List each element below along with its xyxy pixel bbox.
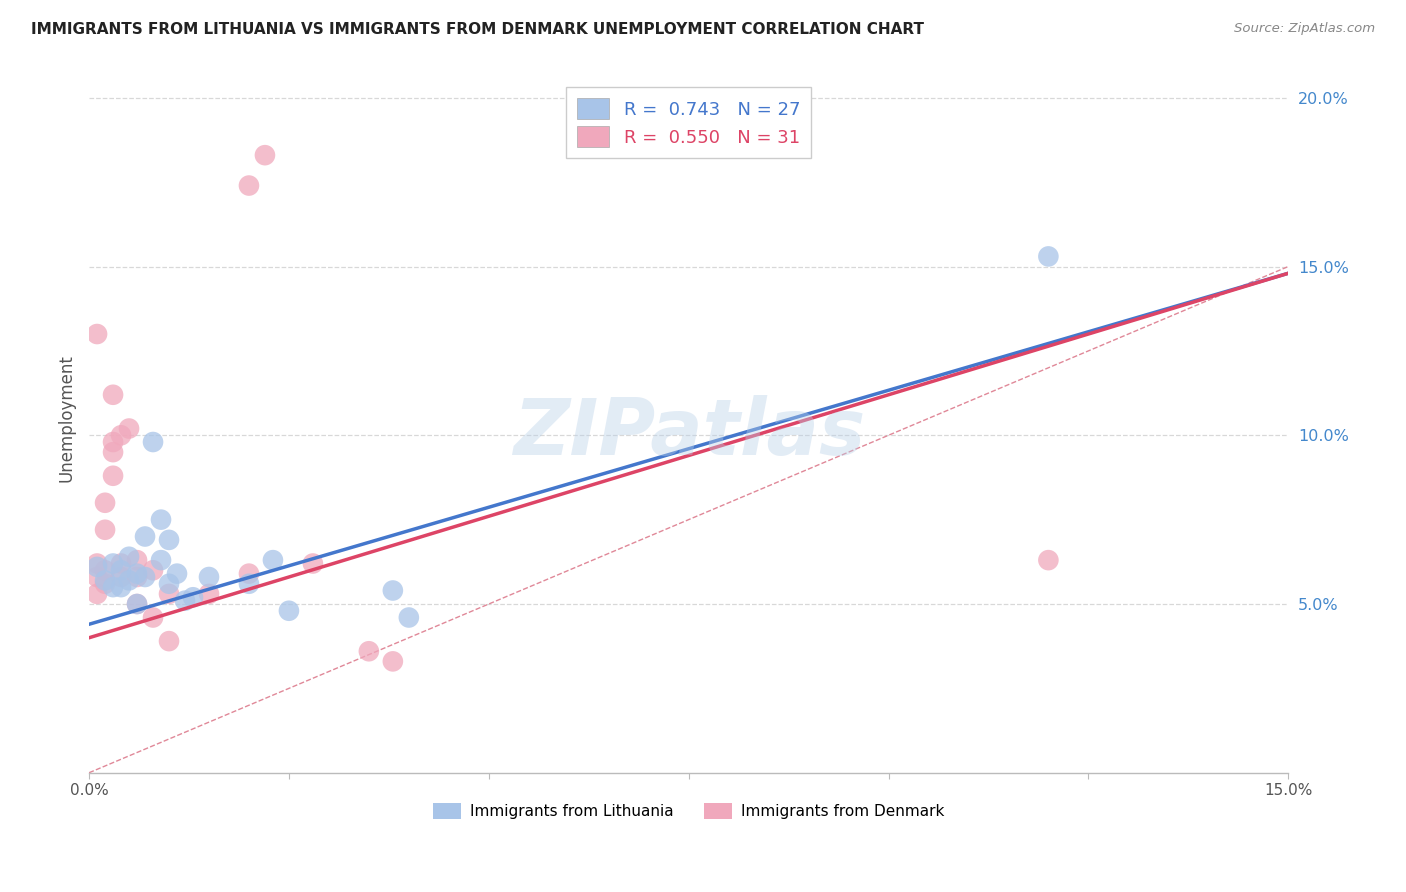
Point <box>142 610 165 624</box>
Point <box>277 604 299 618</box>
Text: Source: ZipAtlas.com: Source: ZipAtlas.com <box>1234 22 1375 36</box>
Point <box>357 644 380 658</box>
Point <box>1038 249 1060 263</box>
Point <box>150 553 173 567</box>
Point <box>110 563 132 577</box>
Point <box>94 576 117 591</box>
Point <box>125 566 148 581</box>
Point <box>142 435 165 450</box>
Point <box>101 388 124 402</box>
Point <box>86 587 108 601</box>
Text: ZIPatlas: ZIPatlas <box>513 394 865 471</box>
Point <box>110 580 132 594</box>
Point <box>238 178 260 193</box>
Point <box>118 574 141 588</box>
Legend: Immigrants from Lithuania, Immigrants from Denmark: Immigrants from Lithuania, Immigrants fr… <box>427 797 950 825</box>
Point <box>101 580 124 594</box>
Point <box>86 557 108 571</box>
Point <box>381 583 404 598</box>
Point <box>118 549 141 564</box>
Point <box>86 326 108 341</box>
Point <box>238 566 260 581</box>
Point <box>302 557 325 571</box>
Point <box>157 576 180 591</box>
Point <box>157 634 180 648</box>
Point <box>94 496 117 510</box>
Point <box>94 574 117 588</box>
Point <box>142 563 165 577</box>
Point <box>381 654 404 668</box>
Point <box>125 570 148 584</box>
Point <box>86 560 108 574</box>
Point <box>94 523 117 537</box>
Point <box>181 591 204 605</box>
Point <box>174 593 197 607</box>
Point <box>86 570 108 584</box>
Point <box>157 533 180 547</box>
Point <box>125 597 148 611</box>
Text: IMMIGRANTS FROM LITHUANIA VS IMMIGRANTS FROM DENMARK UNEMPLOYMENT CORRELATION CH: IMMIGRANTS FROM LITHUANIA VS IMMIGRANTS … <box>31 22 924 37</box>
Point <box>198 587 221 601</box>
Point <box>1038 553 1060 567</box>
Point <box>125 553 148 567</box>
Point <box>198 570 221 584</box>
Point <box>398 610 420 624</box>
Point <box>134 570 156 584</box>
Point <box>101 435 124 450</box>
Point <box>166 566 188 581</box>
Point <box>101 557 124 571</box>
Y-axis label: Unemployment: Unemployment <box>58 354 75 483</box>
Point <box>150 513 173 527</box>
Point <box>110 570 132 584</box>
Point <box>101 445 124 459</box>
Point <box>101 468 124 483</box>
Point <box>118 421 141 435</box>
Point <box>110 557 132 571</box>
Point <box>253 148 276 162</box>
Point <box>94 563 117 577</box>
Point <box>238 576 260 591</box>
Point <box>110 428 132 442</box>
Point <box>125 597 148 611</box>
Point <box>262 553 284 567</box>
Point <box>134 529 156 543</box>
Point <box>157 587 180 601</box>
